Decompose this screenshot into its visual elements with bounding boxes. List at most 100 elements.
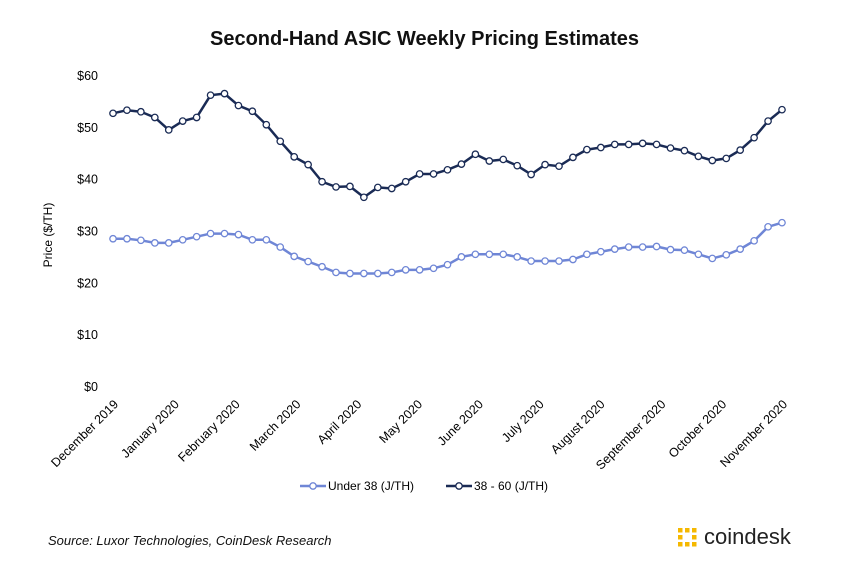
data-point <box>610 140 619 149</box>
brand-logo: coindesk <box>676 524 791 550</box>
data-point <box>360 193 368 202</box>
data-point <box>206 91 215 100</box>
series-1 <box>109 218 786 278</box>
data-point <box>401 177 410 186</box>
data-point <box>750 133 758 142</box>
data-point <box>596 143 605 152</box>
data-point <box>708 254 717 263</box>
logo-dot <box>678 542 683 547</box>
data-point <box>652 140 661 149</box>
data-point <box>513 161 522 170</box>
data-point <box>583 145 591 154</box>
data-point <box>680 246 689 255</box>
data-point <box>220 229 229 238</box>
y-tick-label: $40 <box>77 173 98 187</box>
data-point <box>178 117 187 125</box>
x-tick-label: March 2020 <box>247 397 304 454</box>
data-point <box>192 113 201 122</box>
series-2 <box>109 89 786 202</box>
y-tick-label: $10 <box>77 328 98 342</box>
data-point <box>694 152 703 161</box>
data-point <box>680 146 689 155</box>
data-point <box>123 234 131 243</box>
data-point <box>346 182 354 191</box>
data-point <box>736 245 745 253</box>
data-point <box>443 260 452 269</box>
data-point <box>164 126 173 134</box>
data-point <box>248 235 257 244</box>
data-point <box>429 264 438 273</box>
data-point <box>332 183 340 191</box>
data-point <box>262 120 271 129</box>
data-point <box>123 106 131 115</box>
data-point <box>346 269 354 278</box>
data-point <box>569 153 577 162</box>
logo-dot <box>692 535 697 540</box>
data-point <box>276 137 285 146</box>
data-point <box>666 144 675 152</box>
data-point <box>778 105 786 114</box>
data-point <box>373 269 382 278</box>
logo-dot <box>678 535 683 540</box>
legend-label: Under 38 (J/TH) <box>328 479 414 493</box>
data-point <box>109 234 117 243</box>
data-point <box>652 242 661 251</box>
data-point <box>304 257 312 266</box>
data-point <box>471 250 480 259</box>
y-axis-label: Price ($/TH) <box>41 203 55 268</box>
data-point <box>192 232 201 241</box>
data-point <box>137 107 145 116</box>
x-tick-label: January 2020 <box>118 397 181 460</box>
source-note: Source: Luxor Technologies, CoinDesk Res… <box>48 533 332 548</box>
data-point <box>457 160 466 168</box>
logo-dot <box>685 542 690 547</box>
data-point <box>694 250 703 259</box>
data-point <box>415 266 424 274</box>
data-point <box>485 157 494 165</box>
data-point <box>778 218 786 227</box>
data-point <box>499 250 508 259</box>
series-layer <box>109 89 786 278</box>
data-point <box>164 239 173 247</box>
data-point <box>443 165 452 174</box>
data-point <box>596 247 605 256</box>
x-tick-label: October 2020 <box>666 397 729 460</box>
data-point <box>290 153 299 161</box>
legend-item: 38 - 60 (J/TH) <box>446 479 548 493</box>
data-point <box>234 230 243 239</box>
data-point <box>555 257 563 265</box>
logo-dot <box>692 542 697 547</box>
data-point <box>234 101 243 110</box>
x-tick-label: May 2020 <box>376 397 425 446</box>
data-point <box>220 89 229 98</box>
x-tick-label: August 2020 <box>548 397 608 457</box>
data-point <box>624 140 633 149</box>
data-point <box>332 268 340 277</box>
data-point <box>541 257 549 265</box>
data-point <box>262 235 271 244</box>
data-point <box>206 229 215 238</box>
data-point <box>638 243 647 251</box>
y-axis: $0 $10 $20 $30 $40 $50 $60 <box>77 69 98 394</box>
data-point <box>764 117 772 125</box>
legend-swatch-marker <box>455 482 463 490</box>
logo-dot <box>692 528 697 533</box>
data-point <box>569 255 577 264</box>
data-point <box>276 243 285 251</box>
data-point <box>429 170 438 178</box>
data-point <box>387 268 396 277</box>
data-point <box>541 160 549 169</box>
x-tick-label: April 2020 <box>315 397 365 447</box>
data-point <box>318 262 326 271</box>
y-tick-label: $30 <box>77 225 98 239</box>
logo-dot <box>685 528 690 533</box>
x-tick-label: June 2020 <box>435 397 486 448</box>
x-tick-label: February 2020 <box>175 397 242 464</box>
data-point <box>638 139 647 148</box>
data-point <box>248 107 257 116</box>
x-tick-label: December 2019 <box>48 397 121 470</box>
brand-name: coindesk <box>704 524 791 549</box>
data-point <box>387 184 396 193</box>
